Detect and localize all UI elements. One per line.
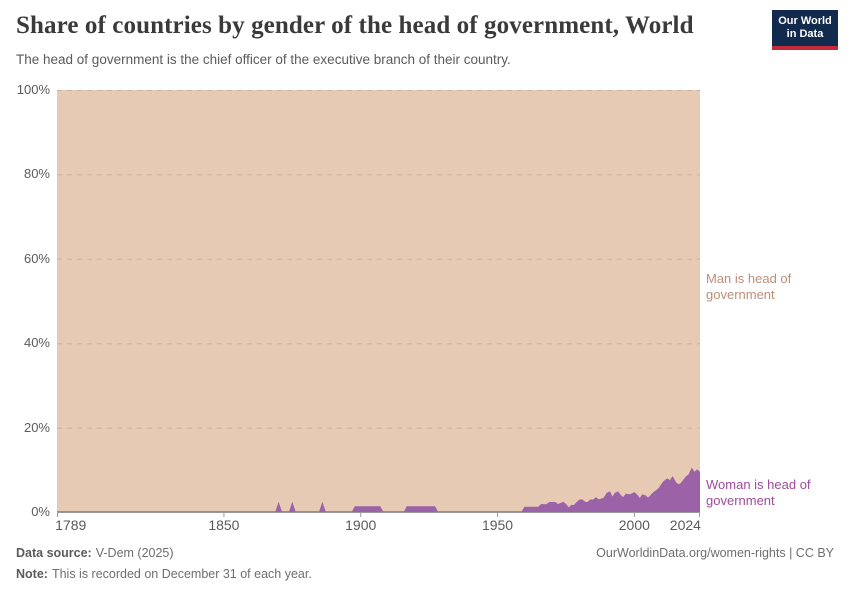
owid-logo-line2: in Data bbox=[786, 28, 824, 40]
owid-link[interactable]: OurWorldinData.org/women-rights | CC BY bbox=[596, 546, 834, 560]
x-tick-label: 1850 bbox=[208, 517, 240, 533]
x-tick-label: 2024 bbox=[669, 517, 701, 533]
owid-logo-line1: Our World bbox=[778, 15, 832, 27]
page-title: Share of countries by gender of the head… bbox=[16, 12, 694, 39]
footer-line1: Data source: V-Dem (2025) OurWorldinData.… bbox=[16, 546, 834, 560]
y-tick-label: 40% bbox=[23, 335, 50, 351]
data-source: Data source: V-Dem (2025) bbox=[16, 546, 174, 560]
x-tick-label: 2000 bbox=[618, 517, 650, 533]
y-tick-label: 20% bbox=[23, 419, 50, 435]
woman-line bbox=[57, 467, 700, 513]
data-source-label: Data source: bbox=[16, 546, 92, 560]
note-value: This is recorded on December 31 of each … bbox=[51, 567, 312, 581]
man-series-label: Man is head of government bbox=[706, 271, 792, 302]
man-area bbox=[57, 90, 700, 512]
x-tick-label: 1950 bbox=[481, 517, 514, 533]
y-tick-label: 0% bbox=[31, 504, 50, 519]
owid-logo[interactable]: Our World in Data bbox=[772, 10, 838, 50]
y-tick-label: 100% bbox=[16, 82, 50, 97]
y-tick-label: 60% bbox=[23, 250, 50, 266]
data-source-value: V-Dem (2025) bbox=[95, 546, 174, 560]
woman-series-label: Woman is head of government bbox=[706, 477, 811, 508]
plot-svg[interactable] bbox=[57, 90, 700, 517]
footer-note: Note: This is recorded on December 31 of … bbox=[16, 567, 312, 581]
woman-area bbox=[57, 469, 700, 512]
x-tick-label: 1900 bbox=[345, 517, 377, 533]
note-label: Note: bbox=[16, 567, 48, 581]
y-tick-label: 80% bbox=[23, 166, 50, 182]
x-tick-label: 1789 bbox=[55, 517, 87, 533]
page-subtitle: The head of government is the chief offi… bbox=[16, 52, 511, 67]
